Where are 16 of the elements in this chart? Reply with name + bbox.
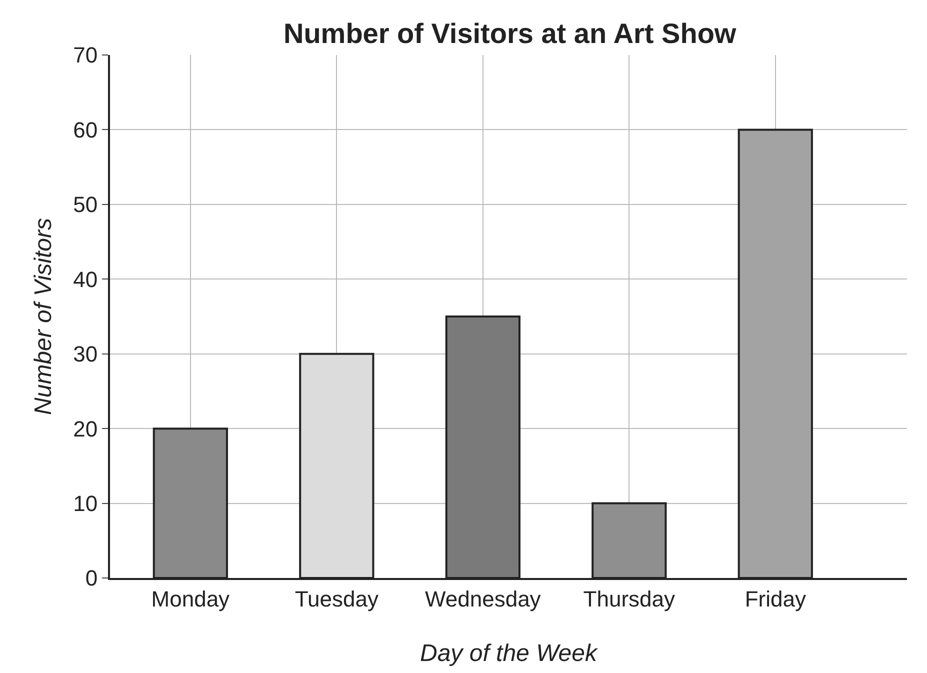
y-tick-label: 50 <box>73 192 98 218</box>
x-axis-title: Day of the Week <box>420 640 599 667</box>
y-tick-label: 60 <box>73 117 98 142</box>
x-tick-label: Wednesday <box>425 586 541 612</box>
x-tick-label: Monday <box>151 586 230 612</box>
y-tick-label: 10 <box>73 490 98 516</box>
y-tick-label: 20 <box>73 416 98 442</box>
chart-title: Number of Visitors at an Art Show <box>283 18 736 50</box>
y-axis-title: Number of Visitors <box>30 218 57 415</box>
y-tick-label: 0 <box>85 566 98 591</box>
x-tick-label: Tuesday <box>294 586 378 612</box>
x-tick-label: Friday <box>744 586 806 612</box>
y-tick-label: 70 <box>73 42 98 68</box>
y-tick-label: 40 <box>73 266 98 292</box>
x-tick-label: Thursday <box>583 586 676 612</box>
y-tick-label: 30 <box>73 342 98 367</box>
